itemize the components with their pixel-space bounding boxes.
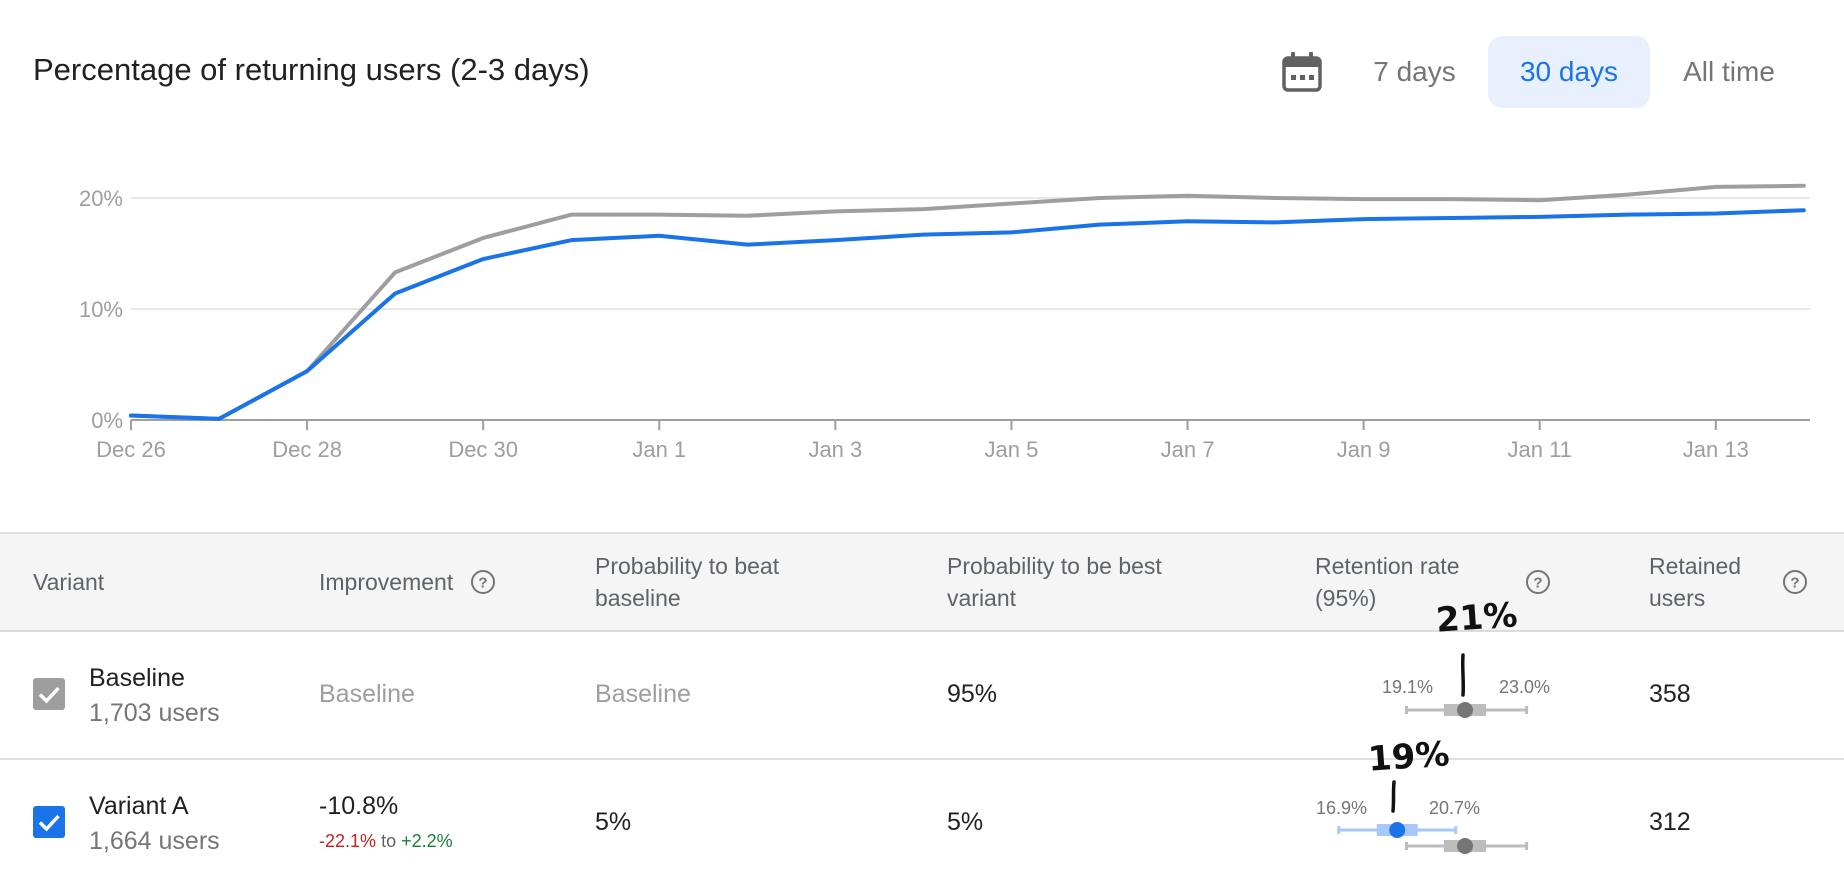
prob-best-value: 5% xyxy=(947,808,984,836)
ci-high-label: 23.0% xyxy=(1499,677,1551,697)
retention-line-chart: 0% 10% 20% Dec 26 Dec 28 Dec 30 Jan 1 Jan 3 Jan … xyxy=(79,183,1810,462)
improvement-value: -10.8% xyxy=(319,792,399,820)
svg-text:?: ? xyxy=(478,575,487,592)
table-row: Variant A 1,664 users -10.8% -22.1% to +… xyxy=(0,760,1844,888)
calendar-icon[interactable] xyxy=(1280,50,1324,94)
check-icon xyxy=(38,814,60,832)
y-tick-label: 20% xyxy=(79,186,123,211)
variant-checkbox[interactable] xyxy=(33,678,65,710)
range-all-time-button[interactable]: All time xyxy=(1683,56,1775,87)
help-icon[interactable]: ? xyxy=(1525,569,1551,595)
header-retained-line1: Retained xyxy=(1649,553,1742,579)
ci-point xyxy=(1457,702,1473,718)
prob-beat-value: 5% xyxy=(595,808,632,836)
improvement-value: Baseline xyxy=(319,680,415,708)
prob-beat-value: Baseline xyxy=(595,680,691,708)
x-tick-label: Dec 26 xyxy=(96,437,166,462)
y-tick-label: 0% xyxy=(91,408,123,433)
table-row: Baseline 1,703 users Baseline Baseline 9… xyxy=(0,632,1844,760)
variant-users: 1,664 users xyxy=(89,827,220,855)
series-line-baseline xyxy=(129,183,1806,421)
table-header: Variant Improvement ? Probability to bea… xyxy=(0,532,1844,632)
ci-point xyxy=(1389,822,1406,838)
ci-point xyxy=(1457,838,1473,854)
header-improvement: Improvement xyxy=(319,569,454,595)
header-variant: Variant xyxy=(33,569,105,595)
improvement-range: -22.1% to +2.2% xyxy=(319,831,453,852)
x-tick-label: Jan 9 xyxy=(1337,437,1391,462)
range-7-days-button[interactable]: 7 days xyxy=(1373,56,1456,87)
ci-high-label: 20.7% xyxy=(1429,798,1481,818)
handwritten-annotation: 19% xyxy=(1366,734,1451,780)
x-tick-label: Jan 3 xyxy=(808,437,862,462)
header-prob-best-line1: Probability to be best xyxy=(947,553,1162,579)
x-tick-label: Jan 5 xyxy=(985,437,1039,462)
y-tick-label: 10% xyxy=(79,297,123,322)
retained-value: 312 xyxy=(1649,808,1691,836)
help-icon[interactable]: ? xyxy=(1782,569,1808,595)
prob-best-value: 95% xyxy=(947,680,998,708)
retained-value: 358 xyxy=(1649,680,1691,708)
header-prob-best: Probability to be best variant xyxy=(947,550,1162,614)
series-line-variant-a xyxy=(129,208,1806,421)
header-retained-line2: users xyxy=(1649,585,1706,611)
annotation-stroke xyxy=(1460,653,1466,697)
variant-checkbox[interactable] xyxy=(33,806,65,838)
card-title: Percentage of returning users (2-3 days) xyxy=(33,52,590,87)
improvement-low: -22.1% xyxy=(319,831,377,851)
x-tick-label: Dec 28 xyxy=(272,437,342,462)
x-tick-label: Jan 7 xyxy=(1161,437,1215,462)
ci-low-label: 19.1% xyxy=(1382,677,1434,697)
header-retention-line2: (95%) xyxy=(1315,585,1377,611)
header-retained-users: Retained users xyxy=(1649,550,1741,614)
help-icon[interactable]: ? xyxy=(470,569,496,595)
improvement-high: +2.2% xyxy=(401,831,453,851)
header-retention-rate: Retention rate (95%) xyxy=(1315,550,1459,614)
card-header: Percentage of returning users (2-3 days)… xyxy=(0,0,1844,130)
check-icon xyxy=(38,686,60,704)
handwritten-annotation: 21% xyxy=(1434,595,1519,641)
ci-low-label: 16.9% xyxy=(1316,798,1368,818)
x-tick-label: Dec 30 xyxy=(448,437,518,462)
range-30-days-button[interactable]: 30 days xyxy=(1488,36,1650,108)
improvement-to: to xyxy=(381,831,397,851)
header-prob-beat-line1: Probability to beat xyxy=(595,553,780,579)
variant-name: Variant A xyxy=(89,792,189,820)
header-retention-line1: Retention rate xyxy=(1315,553,1460,579)
x-tick-label: Jan 13 xyxy=(1683,437,1749,462)
svg-text:?: ? xyxy=(1533,575,1542,592)
header-prob-beat-line2: baseline xyxy=(595,585,681,611)
x-tick-label: Jan 1 xyxy=(632,437,686,462)
x-tick-label: Jan 11 xyxy=(1507,437,1571,462)
header-prob-best-line2: variant xyxy=(947,585,1017,611)
annotation-stroke xyxy=(1391,780,1396,813)
variant-users: 1,703 users xyxy=(89,699,220,727)
variant-name: Baseline xyxy=(89,664,185,692)
svg-text:?: ? xyxy=(1790,575,1799,592)
header-prob-beat: Probability to beat baseline xyxy=(595,550,779,614)
